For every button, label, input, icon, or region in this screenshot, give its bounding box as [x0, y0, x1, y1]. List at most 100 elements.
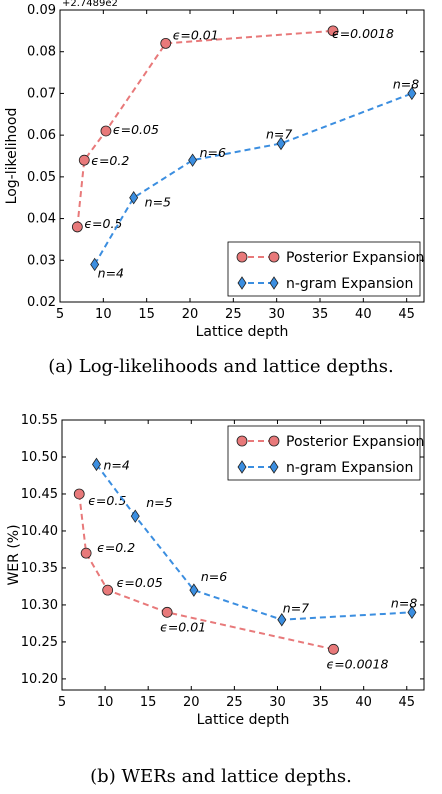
data-point-posterior [100, 125, 112, 137]
y-tick-label: 0.08 [27, 45, 56, 60]
legend-label: Posterior Expansion [286, 434, 424, 450]
data-label: ϵ=0.5 [88, 493, 126, 508]
data-label: n=5 [146, 495, 172, 510]
x-tick-label: 30 [268, 307, 285, 322]
data-point-posterior [71, 221, 83, 233]
data-label: n=5 [145, 195, 171, 210]
data-point-ngram [188, 153, 198, 167]
y-tick-label: 0.05 [27, 170, 56, 185]
x-tick-label: 25 [225, 307, 242, 322]
legend-label: Posterior Expansion [286, 250, 424, 266]
x-tick-label: 35 [312, 307, 329, 322]
data-point-posterior [102, 584, 114, 596]
data-label: n=8 [393, 76, 419, 91]
legend-marker-diamond [237, 276, 247, 290]
data-label: ϵ=0.05 [117, 575, 163, 590]
data-point-ngram [407, 86, 417, 101]
legend-label: n-gram Expansion [286, 460, 413, 476]
data-label: n=6 [200, 145, 226, 160]
x-tick-label: 10 [95, 307, 112, 322]
x-tick-label: 30 [269, 695, 286, 710]
legend-box [227, 241, 421, 297]
y-tick-label: 10.55 [21, 413, 58, 428]
y-tick-label: 0.07 [27, 86, 56, 101]
y-offset-label: +2.7489e2 [62, 0, 118, 9]
x-tick-label: 20 [183, 695, 200, 710]
y-tick-label: 0.04 [27, 212, 56, 227]
x-tick-label: 25 [226, 695, 243, 710]
legend-box [227, 425, 421, 481]
y-tick-label: 10.30 [21, 598, 58, 613]
x-tick-label: 45 [398, 307, 415, 322]
series-line-2 [95, 463, 412, 621]
data-point-posterior [161, 606, 173, 618]
y-tick-label: 10.20 [21, 672, 58, 687]
series-line-2 [93, 92, 413, 265]
data-point-posterior [328, 643, 339, 655]
x-tick-label: 5 [58, 695, 66, 710]
x-tick-label: 35 [312, 695, 329, 710]
wer-chart: 5 10 15 20 25 30 35 40 45 10.20 10.25 10.30 10.35 10.… [6, 413, 425, 728]
y-axis-label: WER (%) [6, 524, 22, 585]
data-label: ϵ=0.5 [84, 216, 122, 231]
data-label: n=4 [103, 457, 129, 472]
y-tick-label: 10.25 [21, 635, 58, 650]
caption-b: (b) WERs and lattice depths. [90, 766, 352, 787]
y-axis-label: Log-likelihood [4, 108, 20, 205]
legend-marker-diamond [269, 460, 279, 474]
data-point-ngram [276, 136, 286, 151]
data-label: ϵ=0.2 [91, 153, 129, 168]
data-label: ϵ=0.01 [173, 27, 219, 42]
log-likelihood-chart: 5 10 15 20 25 30 35 40 45 0.02 0.03 0.04 0.05 0.06 0.0… [4, 0, 425, 340]
y-tick-label: 10.40 [21, 524, 58, 539]
data-label: ϵ=0.0018 [327, 656, 389, 671]
y-tick-label: 0.09 [27, 3, 56, 18]
data-label: n=6 [201, 569, 227, 584]
data-point-posterior [160, 37, 172, 49]
data-point-ngram [277, 613, 287, 627]
x-tick-label: 45 [398, 695, 415, 710]
plot-frame [61, 419, 425, 691]
data-point-posterior [327, 25, 339, 37]
legend-marker-circle [268, 251, 280, 263]
data-point-ngram [129, 190, 139, 205]
y-tick-label: 10.45 [21, 487, 58, 502]
y-tick-label: 0.02 [27, 295, 56, 310]
x-tick-label: 5 [56, 307, 64, 322]
x-tick-label: 15 [138, 307, 155, 322]
x-tick-label: 40 [355, 307, 372, 322]
x-tick-label: 10 [97, 695, 114, 710]
x-axis-label: Lattice depth [196, 324, 289, 340]
x-tick-label: 40 [355, 695, 372, 710]
legend-marker-diamond [237, 460, 247, 474]
plot-frame [59, 9, 425, 303]
y-tick-label: 10.50 [21, 450, 58, 465]
data-point-ngram [407, 605, 417, 620]
legend-marker-circle [268, 435, 280, 447]
legend-marker-circle [236, 251, 248, 263]
data-label: ϵ=0.2 [97, 540, 135, 555]
legend-marker-diamond [269, 276, 279, 290]
data-label: n=7 [283, 601, 309, 616]
data-label: ϵ=0.0018 [332, 26, 394, 41]
y-tick-label: 0.03 [27, 253, 56, 268]
data-point-posterior [80, 547, 92, 559]
data-label: n=8 [391, 595, 417, 610]
data-label: ϵ=0.05 [113, 122, 159, 137]
x-tick-label: 15 [140, 695, 157, 710]
data-point-ngram [130, 509, 140, 523]
data-label: n=4 [98, 265, 124, 280]
x-tick-label: 20 [182, 307, 199, 322]
legend-label: n-gram Expansion [286, 276, 413, 292]
x-axis-label: Lattice depth [197, 712, 290, 728]
data-point-posterior [78, 154, 90, 166]
legend-marker-circle [236, 435, 248, 447]
data-point-ngram [90, 257, 100, 272]
caption-a: (a) Log-likelihoods and lattice depths. [48, 356, 394, 377]
data-point-ngram [91, 457, 101, 472]
data-label: ϵ=0.01 [160, 619, 206, 634]
data-point-ngram [189, 583, 199, 597]
data-label: n=7 [266, 126, 292, 141]
y-tick-label: 10.35 [21, 561, 58, 576]
